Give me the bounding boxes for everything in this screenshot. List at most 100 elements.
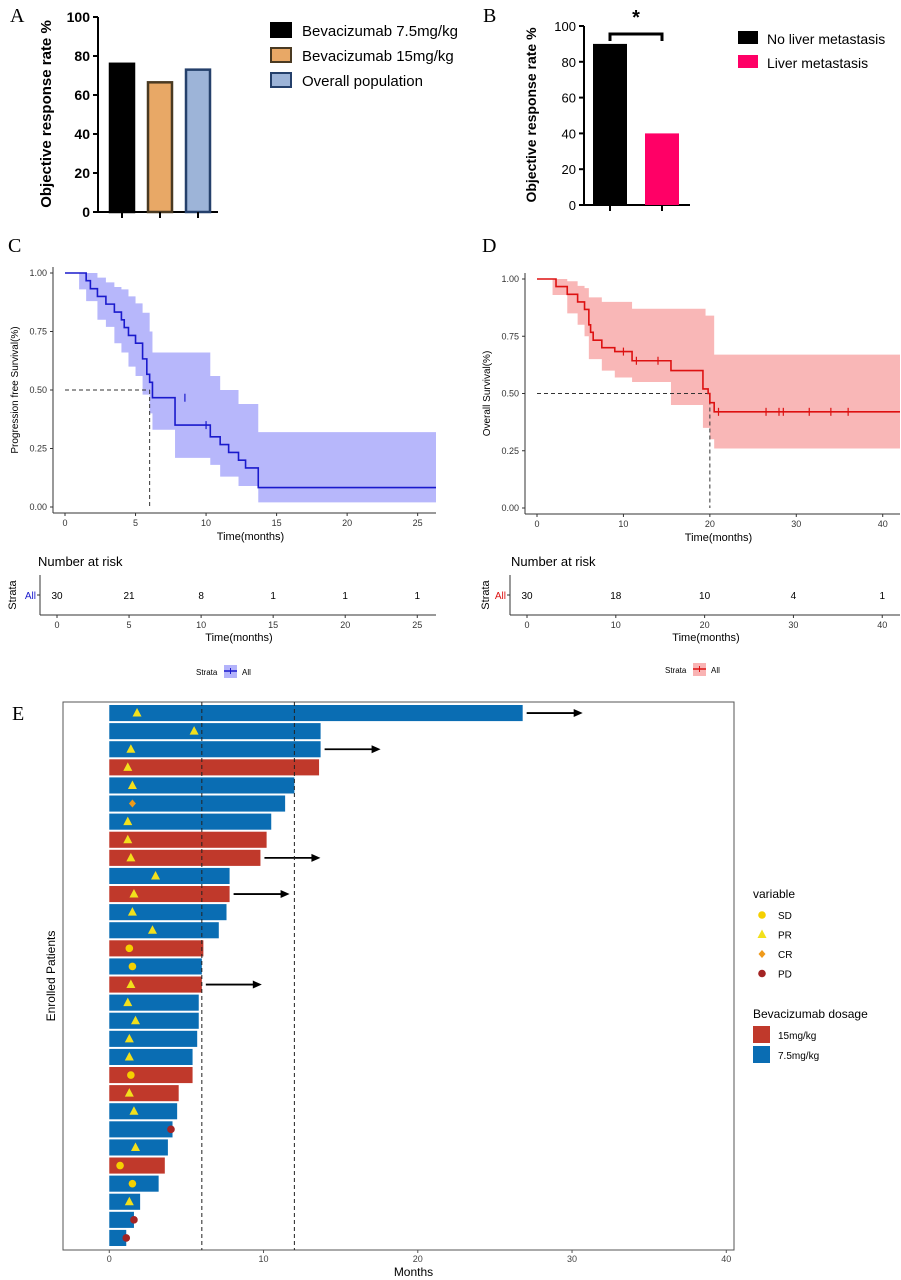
marker-pr — [127, 780, 137, 789]
y-tick-label: 0.00 — [29, 502, 47, 512]
x-tick-label: 40 — [878, 519, 888, 529]
marker-pr — [123, 997, 133, 1007]
legend-swatch — [270, 72, 292, 88]
patient-bar — [109, 1085, 179, 1102]
patient-bar — [109, 867, 230, 884]
marker-pr — [130, 1015, 140, 1025]
marker-pr — [126, 744, 136, 753]
y-tick-label: 0.00 — [501, 503, 519, 513]
risk-table-title: Number at risk — [511, 554, 596, 569]
legend-marker-pd — [758, 969, 766, 978]
risk-x-tick-label: 20 — [340, 620, 350, 630]
x-axis-title: Time(months) — [217, 531, 284, 543]
ongoing-arrow-head — [280, 890, 290, 899]
marker-pr — [124, 1196, 134, 1206]
legend-marker-sd — [758, 911, 766, 919]
patient-bar — [109, 886, 230, 903]
marker-pd — [167, 1125, 175, 1134]
legend-variable-label: SD — [778, 911, 792, 922]
legend-variable-label: CR — [778, 950, 792, 961]
patient-bar — [109, 723, 321, 740]
marker-pr — [130, 1142, 140, 1151]
x-tick-label: 10 — [201, 518, 211, 528]
y-tick-label: 0.25 — [29, 444, 47, 454]
patient-bar — [109, 1012, 199, 1029]
x-tick-label: 30 — [791, 519, 801, 529]
y-tick-label: 1.00 — [29, 268, 47, 278]
ongoing-arrow-head — [371, 745, 381, 754]
marker-sd — [128, 1179, 137, 1188]
patient-bar — [109, 1121, 173, 1138]
y-tick-label: 0.75 — [29, 327, 47, 337]
x-tick-label: 0 — [62, 518, 67, 528]
risk-count: 30 — [521, 591, 533, 602]
risk-count: 1 — [414, 591, 420, 602]
patient-bar — [109, 904, 227, 921]
y-axis-title: Progression free Survival(%) — [10, 326, 21, 453]
y-tick-label: 100 — [554, 19, 576, 34]
y-tick-label: 0 — [569, 198, 576, 213]
marker-pr — [127, 907, 137, 916]
legend-swatch — [270, 47, 292, 63]
risk-count: 4 — [791, 591, 797, 602]
y-tick-label: 60 — [74, 87, 90, 103]
x-tick-label: 10 — [618, 519, 628, 529]
y-tick-label: 80 — [562, 55, 576, 70]
significance-bracket — [608, 32, 664, 41]
x-tick-label: 25 — [413, 518, 423, 528]
x-tick-label: 30 — [567, 1254, 577, 1264]
panel-label-a: A — [10, 5, 25, 27]
risk-x-tick-label: 10 — [196, 620, 206, 630]
risk-count: 18 — [610, 591, 622, 602]
bar-1 — [593, 43, 627, 206]
patient-bar — [109, 849, 261, 866]
x-tick-label: 15 — [272, 518, 282, 528]
marker-pr — [129, 1106, 139, 1115]
patient-bar — [109, 976, 202, 993]
legend-swatch — [738, 55, 758, 68]
legend-label: Bevacizumab 7.5mg/kg — [302, 23, 458, 40]
y-axis-title: Enrolled Patients — [44, 931, 58, 1022]
y-tick-label: 20 — [562, 162, 576, 177]
marker-pr — [123, 816, 133, 826]
x-tick-label: 5 — [133, 518, 138, 528]
bar-1 — [108, 62, 136, 214]
x-tick-label: 40 — [721, 1254, 731, 1264]
legend-label: Liver metastasis — [767, 55, 868, 71]
marker-pr — [147, 925, 157, 934]
ci-band — [65, 273, 436, 503]
legend-label: All — [242, 668, 251, 677]
legend-variable-title: variable — [753, 887, 795, 901]
panel-c: C0.000.250.500.751.000 5 10 15 20 25Time(mont… — [7, 235, 436, 678]
legend-label: Bevacizumab 15mg/kg — [302, 48, 454, 65]
x-tick-label: 0 — [107, 1254, 112, 1264]
risk-count: 8 — [198, 591, 204, 602]
risk-count: 1 — [342, 591, 348, 602]
plot-frame — [62, 701, 735, 1251]
marker-pr — [124, 1051, 134, 1061]
risk-x-axis-title: Time(months) — [672, 632, 739, 644]
patient-bar — [109, 958, 202, 975]
x-axis-title: Months — [394, 1265, 433, 1279]
legend-title: Strata — [196, 668, 218, 677]
marker-sd — [127, 1071, 135, 1079]
marker-cr — [128, 799, 136, 808]
risk-x-tick-label: 40 — [877, 620, 887, 630]
legend-marker-cr — [758, 950, 766, 958]
legend-marker-pr — [757, 929, 767, 938]
patient-bar — [109, 994, 199, 1011]
risk-x-tick-label: 30 — [788, 620, 798, 630]
risk-count: 21 — [123, 591, 135, 602]
y-tick-label: 20 — [74, 165, 90, 181]
y-tick-label: 0 — [82, 204, 90, 220]
patient-bar — [109, 795, 286, 812]
marker-pr — [129, 889, 139, 898]
patient-bar — [109, 922, 219, 939]
patient-bar — [109, 1157, 165, 1174]
ongoing-arrow-head — [252, 980, 262, 989]
marker-sd — [125, 944, 134, 953]
patient-bar — [109, 759, 320, 776]
bar-2 — [146, 81, 174, 214]
legend-label: No liver metastasis — [767, 31, 885, 47]
